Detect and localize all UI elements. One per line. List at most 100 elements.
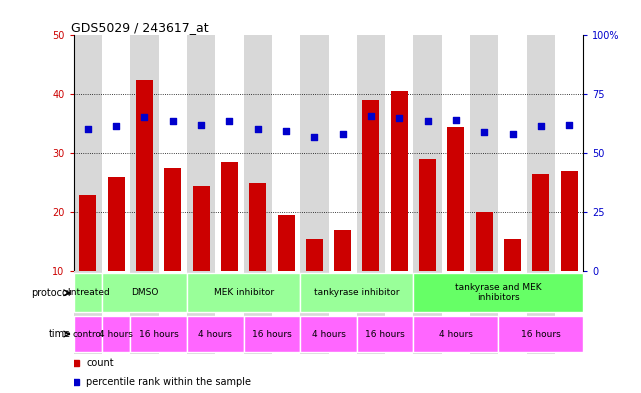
Bar xyxy=(102,35,130,271)
Bar xyxy=(130,316,187,352)
Bar xyxy=(391,91,408,271)
Bar xyxy=(357,35,385,271)
Bar xyxy=(363,100,379,271)
Bar xyxy=(334,230,351,271)
Bar xyxy=(532,174,549,271)
Bar xyxy=(215,314,244,354)
Bar xyxy=(300,316,357,352)
Bar xyxy=(244,316,300,352)
Bar xyxy=(357,314,385,354)
Bar xyxy=(385,35,413,271)
Bar xyxy=(385,271,413,314)
Text: 16 hours: 16 hours xyxy=(365,330,405,338)
Bar xyxy=(561,171,578,271)
Point xyxy=(338,131,348,138)
Text: tankyrase and MEK
inhibitors: tankyrase and MEK inhibitors xyxy=(455,283,542,303)
Point xyxy=(168,118,178,125)
Point xyxy=(451,117,461,123)
Bar xyxy=(470,314,499,354)
Point xyxy=(224,118,235,125)
Text: control: control xyxy=(72,330,104,338)
Bar xyxy=(74,271,102,314)
Bar xyxy=(419,159,436,271)
Bar xyxy=(329,35,357,271)
Point xyxy=(479,129,489,135)
Point xyxy=(139,114,149,120)
Bar xyxy=(555,271,583,314)
Bar xyxy=(74,314,102,354)
Bar xyxy=(527,271,555,314)
Text: 4 hours: 4 hours xyxy=(99,330,133,338)
Bar xyxy=(527,35,555,271)
Bar xyxy=(187,271,215,314)
Bar xyxy=(159,314,187,354)
Bar xyxy=(272,314,300,354)
Bar xyxy=(499,271,527,314)
Bar xyxy=(447,127,464,271)
Text: percentile rank within the sample: percentile rank within the sample xyxy=(87,377,251,387)
Bar xyxy=(272,35,300,271)
Point xyxy=(253,125,263,132)
Point xyxy=(196,122,206,128)
Bar xyxy=(278,215,294,271)
Point xyxy=(508,131,518,138)
Bar xyxy=(442,35,470,271)
Point xyxy=(422,118,433,125)
Bar xyxy=(79,195,96,271)
Bar xyxy=(130,271,159,314)
Bar xyxy=(187,316,244,352)
Bar xyxy=(74,316,102,352)
Text: untreated: untreated xyxy=(65,288,110,297)
Bar xyxy=(244,35,272,271)
Bar xyxy=(215,35,244,271)
Bar xyxy=(555,35,583,271)
Bar xyxy=(244,271,272,314)
Text: 4 hours: 4 hours xyxy=(198,330,232,338)
Bar xyxy=(244,314,272,354)
Text: 4 hours: 4 hours xyxy=(439,330,473,338)
Bar xyxy=(357,271,385,314)
Point xyxy=(564,122,574,128)
Point xyxy=(536,123,546,129)
Bar xyxy=(499,316,583,352)
Bar xyxy=(357,316,413,352)
Bar xyxy=(108,177,124,271)
Text: 4 hours: 4 hours xyxy=(312,330,345,338)
Bar xyxy=(300,314,329,354)
Bar xyxy=(164,168,181,271)
Bar xyxy=(470,35,499,271)
Text: DMSO: DMSO xyxy=(131,288,158,297)
Bar xyxy=(499,314,527,354)
Bar xyxy=(102,314,130,354)
Text: GDS5029 / 243617_at: GDS5029 / 243617_at xyxy=(71,21,209,34)
Bar xyxy=(159,35,187,271)
Bar xyxy=(527,314,555,354)
Bar xyxy=(221,162,238,271)
Bar xyxy=(215,271,244,314)
Bar xyxy=(249,183,266,271)
Bar xyxy=(413,314,442,354)
Text: MEK inhibitor: MEK inhibitor xyxy=(213,288,274,297)
Bar xyxy=(102,271,130,314)
Bar xyxy=(329,271,357,314)
Bar xyxy=(329,314,357,354)
Text: tankyrase inhibitor: tankyrase inhibitor xyxy=(314,288,399,297)
Bar xyxy=(442,314,470,354)
Bar xyxy=(130,314,159,354)
Bar xyxy=(499,35,527,271)
Bar xyxy=(136,79,153,271)
Text: 16 hours: 16 hours xyxy=(521,330,561,338)
Bar xyxy=(187,35,215,271)
Bar xyxy=(193,185,210,271)
Bar xyxy=(159,271,187,314)
Bar xyxy=(74,274,102,312)
Bar xyxy=(442,271,470,314)
Text: protocol: protocol xyxy=(31,288,71,298)
Text: 16 hours: 16 hours xyxy=(138,330,179,338)
Point xyxy=(309,134,319,140)
Bar xyxy=(413,274,583,312)
Bar xyxy=(476,212,493,271)
Bar xyxy=(504,239,521,271)
Bar xyxy=(555,314,583,354)
Bar xyxy=(102,316,130,352)
